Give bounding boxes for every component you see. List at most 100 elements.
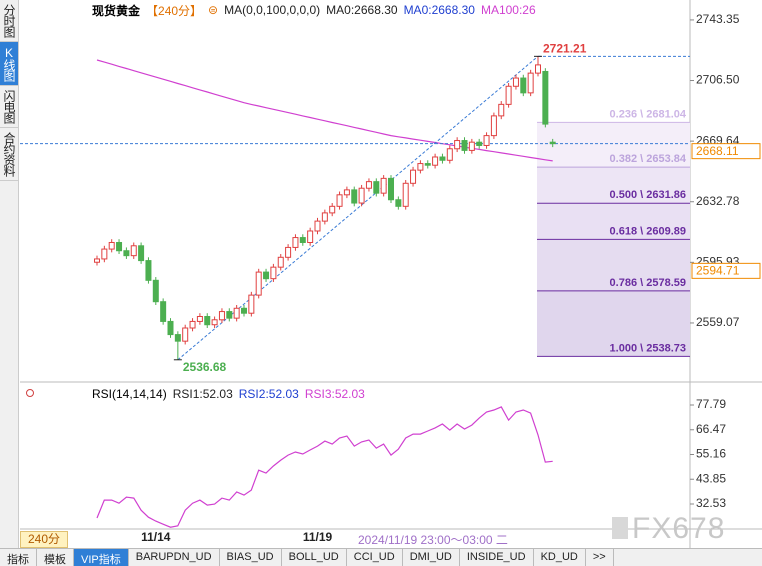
fib-label: 0.236 \ 2681.04	[610, 108, 687, 120]
indicator-tab[interactable]: BOLL_UD	[282, 549, 347, 566]
indicator-tab[interactable]: BIAS_UD	[220, 549, 282, 566]
candle-body	[351, 189, 358, 204]
candle-body	[241, 307, 247, 314]
candle-body	[490, 115, 497, 137]
fib-label: 0.618 \ 2609.89	[610, 225, 686, 237]
ma-line	[96, 59, 553, 162]
y-tick-label: 2706.50	[696, 73, 740, 87]
candle-body	[182, 327, 189, 342]
instrument-title: 现货黄金	[92, 3, 141, 18]
candle-body	[439, 156, 446, 161]
y-tick-label: 2632.78	[696, 194, 740, 208]
indicator-tab[interactable]: CCI_UD	[347, 549, 403, 566]
indicator-tab[interactable]: VIP指标	[74, 549, 129, 566]
candle-body	[138, 245, 145, 262]
indicator-tab[interactable]: 指标	[0, 549, 37, 566]
chart-header: 现货黄金 【240分】 ⊜ MA(0,0,100,0,0,0) MA0:2668.…	[92, 2, 536, 18]
candle-body	[255, 271, 262, 296]
candle-body	[461, 140, 468, 151]
candle-body	[263, 271, 270, 280]
candle-body	[343, 189, 350, 196]
sidebar-tab[interactable]: 分时图	[0, 0, 18, 42]
candle-body	[321, 212, 328, 222]
candle-body	[145, 260, 152, 281]
fib-label: 0.500 \ 2631.86	[610, 189, 686, 201]
sidebar-tab[interactable]: 闪电图	[0, 86, 18, 128]
legend-entry: MA0:2668.30	[403, 3, 475, 17]
candle-body	[248, 294, 255, 314]
candle-body	[277, 256, 284, 268]
fib-label: 1.000 \ 2538.73	[610, 342, 686, 354]
candle-body	[285, 246, 292, 258]
candle-body	[189, 320, 196, 329]
indicator-tab[interactable]: DMI_UD	[403, 549, 460, 566]
candle-body	[108, 241, 115, 250]
legend-entry: RSI2:52.03	[238, 387, 299, 401]
candle-body	[204, 315, 211, 326]
y-tick-label: 2743.35	[696, 12, 740, 26]
fib-label: 0.382 \ 2653.84	[610, 153, 687, 165]
trend-line	[177, 55, 539, 361]
candle-body	[512, 77, 519, 87]
candle-body	[101, 248, 108, 260]
candle-body	[160, 301, 167, 322]
candle-body	[424, 163, 431, 166]
indicator-tab[interactable]: >>	[586, 549, 614, 566]
indicator-tab[interactable]: KD_UD	[534, 549, 586, 566]
fib-label: 0.786 \ 2578.59	[610, 277, 686, 289]
period-selector[interactable]: 240分	[20, 531, 68, 548]
candle-body	[395, 199, 402, 207]
sidebar-tab[interactable]: 合约资料	[0, 128, 18, 181]
candle-body	[380, 177, 387, 194]
candle-body	[329, 205, 336, 214]
candle-body	[167, 320, 174, 336]
candle-body	[476, 141, 483, 146]
indicator-tabs: 指标 模板 VIP指标 BARUPDN_UD BIAS_UD BOLL_UD CCI_UD D…	[0, 548, 762, 566]
candle-body	[116, 241, 123, 252]
candle-body	[505, 85, 512, 105]
candle-body	[299, 237, 306, 243]
y-tick-label: 55.16	[696, 447, 726, 461]
period-label[interactable]: 【240分】	[146, 3, 203, 18]
y-tick-label: 43.85	[696, 471, 726, 485]
indicator-tab[interactable]: INSIDE_UD	[460, 549, 534, 566]
price-tag: 2668.11	[696, 144, 739, 158]
sidebar: 分时图 K线图 闪电图 合约资料	[0, 0, 19, 548]
legend-entry: RSI1:52.03	[172, 387, 233, 401]
indicator-tab[interactable]: BARUPDN_UD	[129, 549, 220, 566]
candle-body	[314, 220, 321, 232]
rsi-icon	[26, 389, 34, 397]
candle-body	[388, 177, 394, 201]
candle-body	[483, 135, 490, 146]
candle-body	[211, 319, 218, 326]
candle-body	[446, 148, 453, 161]
price-tag-box	[691, 262, 761, 279]
candle-body	[402, 182, 409, 207]
indicator-tab[interactable]: 模板	[37, 549, 74, 566]
candle-body	[542, 70, 549, 125]
candle-body	[292, 237, 299, 248]
y-tick-label: 77.79	[696, 397, 726, 411]
candle-body	[520, 77, 527, 94]
y-tick-label: 32.53	[696, 496, 726, 510]
status-text: 2024/11/19 23:00～03:00 二	[358, 533, 508, 547]
candle-body	[270, 266, 277, 280]
candle-body	[226, 311, 233, 319]
legend-entry: MA100:26	[480, 3, 536, 17]
legend-entry: RSI3:52.03	[304, 387, 365, 401]
candle-body	[174, 334, 181, 342]
candle-body	[498, 103, 505, 117]
watermark-logo	[612, 517, 628, 539]
candle-body	[410, 169, 417, 184]
fib-zone	[537, 203, 690, 240]
candle-body	[527, 72, 534, 94]
price-tag-box	[691, 143, 761, 160]
settings-icon[interactable]: ⊜	[208, 3, 219, 17]
legend-entry: MA(0,0,100,0,0,0)	[224, 3, 321, 17]
sidebar-tab[interactable]: K线图	[0, 42, 18, 86]
extreme-label: 2721.21	[543, 42, 587, 56]
x-tick-label: 11/19	[303, 530, 333, 544]
fib-zone	[537, 290, 690, 357]
legend-entry: MA0:2668.30	[326, 3, 398, 17]
